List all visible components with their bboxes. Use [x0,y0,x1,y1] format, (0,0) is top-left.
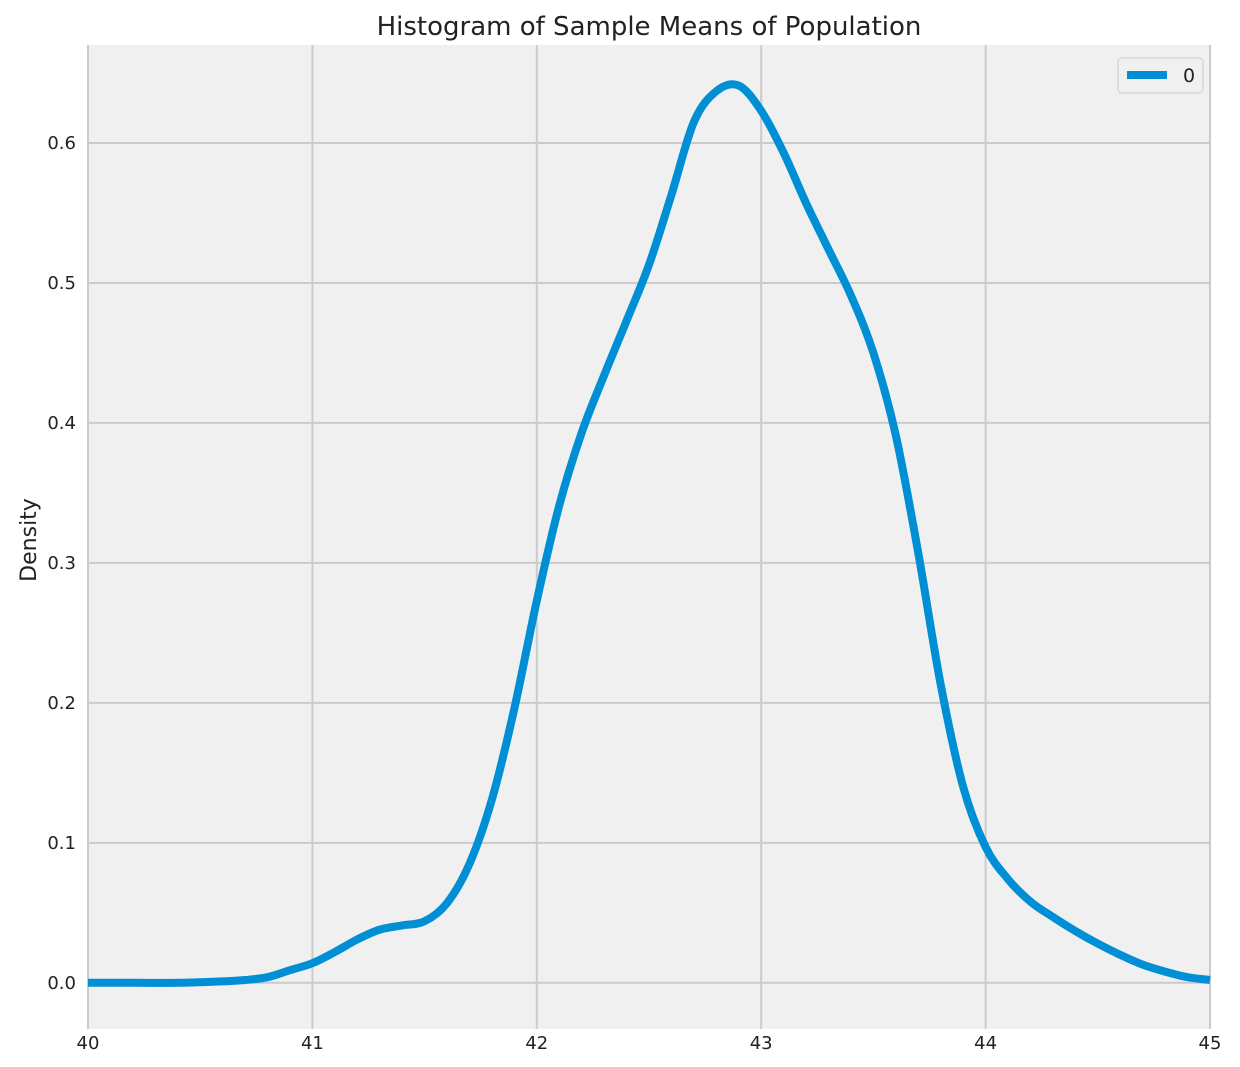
x-tick-labels: 40 41 42 43 44 45 [77,1033,1222,1054]
x-tick-label: 44 [974,1033,997,1054]
y-tick-label: 0.0 [47,973,76,994]
x-tick-label: 41 [301,1033,324,1054]
x-gridlines [87,45,1211,1029]
y-gridlines [88,141,1210,984]
series-layer [88,80,1211,987]
legend: 0 [1117,57,1204,94]
y-tick-label: 0.1 [47,833,76,854]
y-tick-label: 0.3 [47,553,76,574]
legend-label: 0 [1183,65,1195,87]
plot-area [88,45,1210,1029]
x-tick-label: 42 [525,1033,548,1054]
y-tick-label: 0.2 [47,693,76,714]
x-tick-label: 43 [750,1033,773,1054]
x-tick-label: 45 [1199,1033,1222,1054]
series-line [88,80,1211,987]
y-axis-label: Density [17,498,42,582]
y-tick-label: 0.5 [47,273,76,294]
x-tick-label: 40 [77,1033,100,1054]
y-tick-labels: 0.0 0.1 0.2 0.3 0.4 0.5 0.6 [47,133,76,994]
y-tick-label: 0.4 [47,413,76,434]
chart-title: Histogram of Sample Means of Population [377,12,922,42]
y-tick-label: 0.6 [47,133,76,154]
